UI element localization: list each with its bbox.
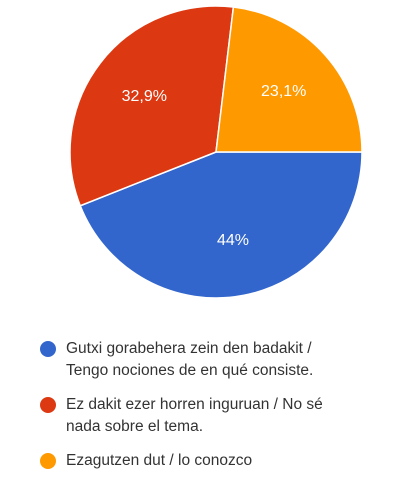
legend-swatch [40, 341, 56, 357]
legend-label-line: nada sobre el tema. [66, 418, 204, 435]
pie-slice[interactable] [79, 151, 363, 299]
legend-item[interactable]: Ezagutzen dut / lo conozco [40, 450, 410, 472]
legend-swatch [40, 453, 56, 469]
legend-item[interactable]: Ez dakit ezer horren inguruan / No sé na… [40, 394, 410, 438]
legend-label-line: Tengo nociones de en qué consiste. [66, 362, 314, 379]
legend-label: Gutxi gorabehera zein den badakit / Teng… [66, 338, 313, 382]
legend-label: Ezagutzen dut / lo conozco [66, 450, 252, 472]
legend-item[interactable]: Gutxi gorabehera zein den badakit / Teng… [40, 338, 410, 382]
slice-data-label: 44% [217, 232, 249, 249]
legend-label-line: Gutxi gorabehera zein den badakit / [66, 340, 312, 357]
slice-data-label: 32,9% [122, 88, 167, 105]
chart-legend: Gutxi gorabehera zein den badakit / Teng… [40, 338, 410, 484]
legend-label-line: Ezagutzen dut / lo conozco [66, 452, 253, 469]
legend-label: Ez dakit ezer horren inguruan / No sé na… [66, 394, 323, 438]
pie-slice[interactable] [69, 5, 235, 207]
pie-chart: 44% 32,9% 23,1% [69, 5, 363, 299]
slice-data-label: 23,1% [261, 83, 306, 100]
legend-label-line: Ez dakit ezer horren inguruan / No sé [66, 396, 323, 413]
pie-slice[interactable] [215, 6, 363, 153]
legend-swatch [40, 397, 56, 413]
